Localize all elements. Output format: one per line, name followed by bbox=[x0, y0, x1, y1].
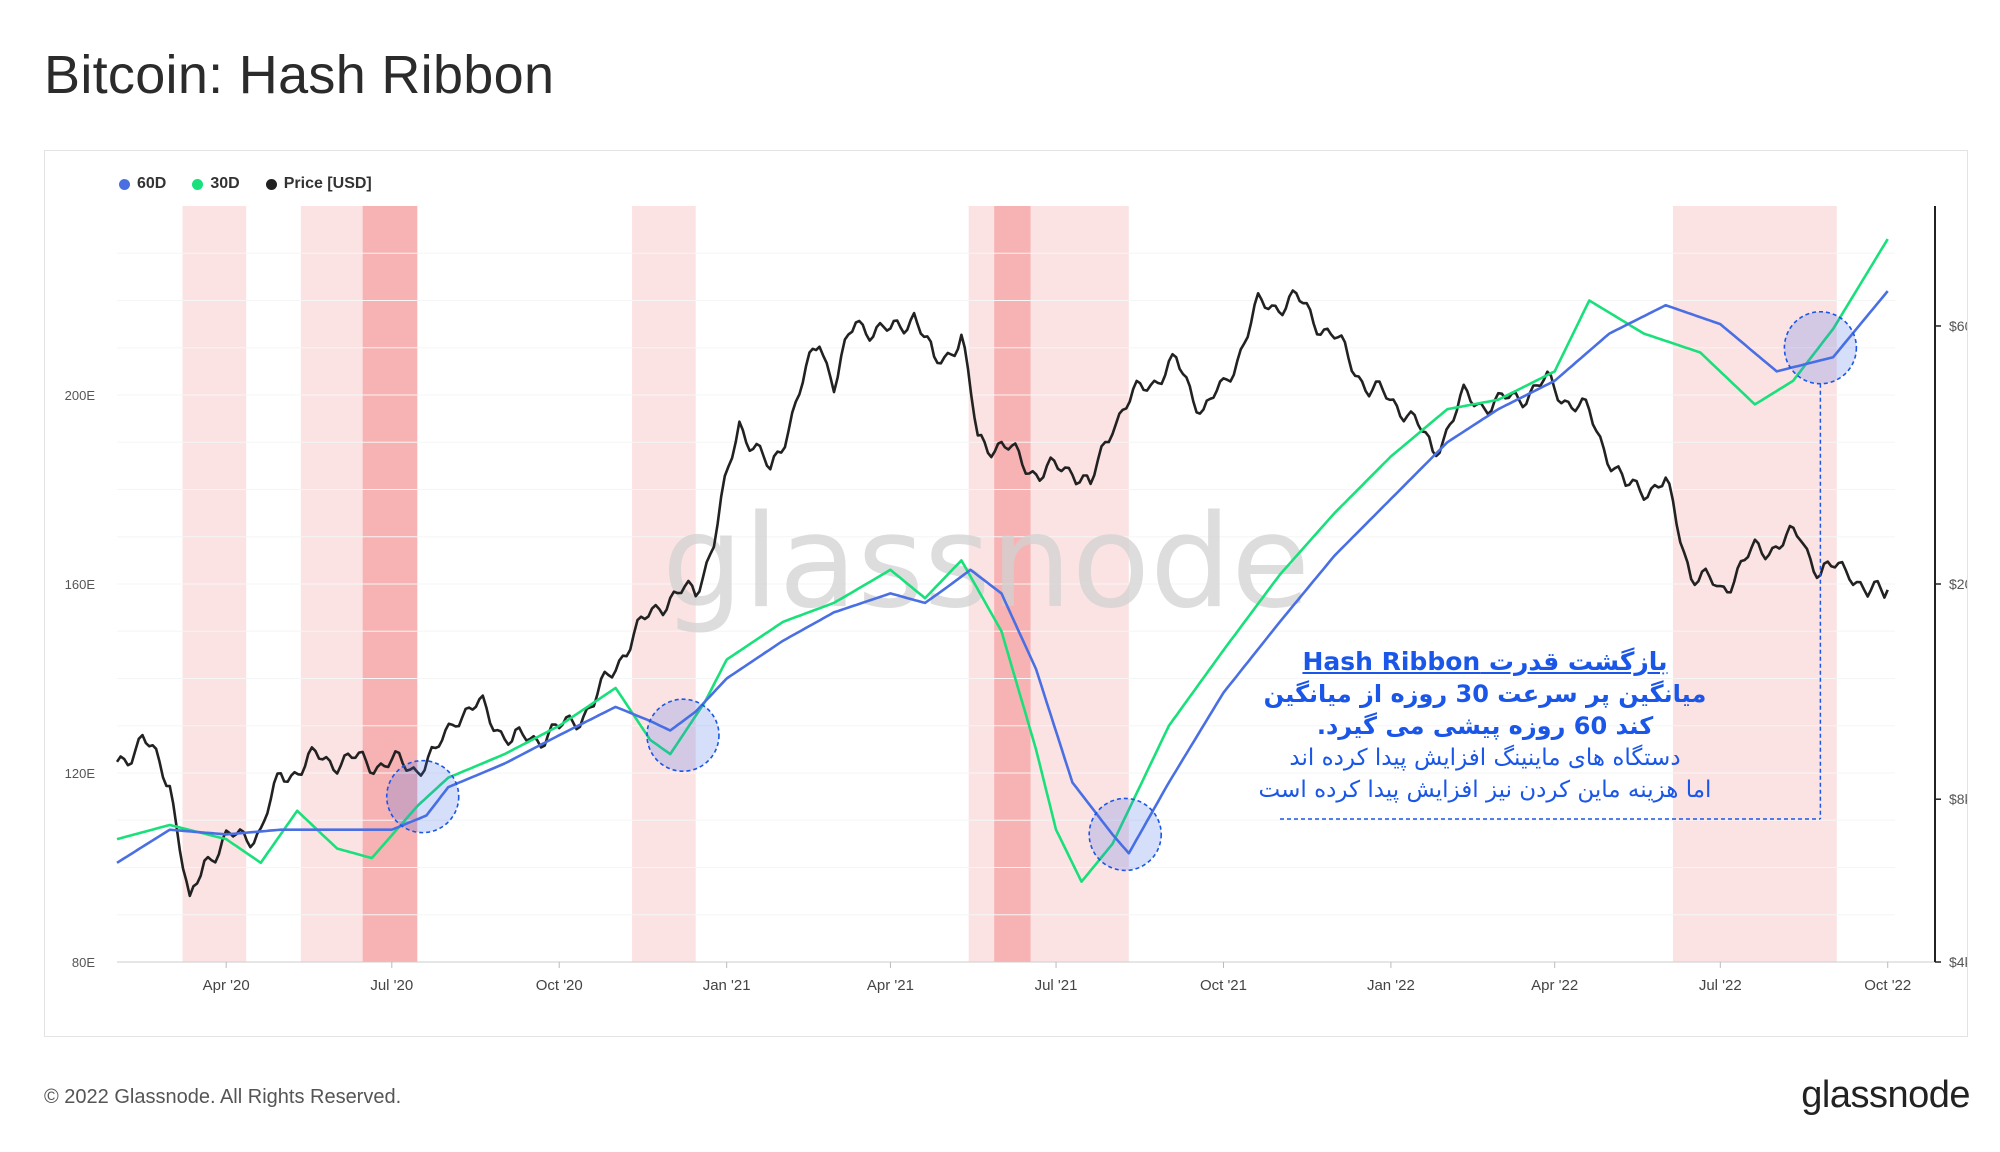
legend-dot bbox=[192, 178, 204, 190]
watermark: glassnode bbox=[662, 488, 1310, 637]
crossover-marker bbox=[385, 759, 460, 834]
x-tick-label: Oct '22 bbox=[1864, 977, 1911, 994]
y-right-tick-label: $4k bbox=[1949, 954, 1967, 970]
y-left-tick-label: 80E bbox=[72, 955, 95, 970]
annotation-line-1: میانگین پر سرعت 30 روزه از میانگین bbox=[1263, 680, 1707, 708]
chart-card: 60D 30D Price [USD] glassnode 80E 120E 160E 20… bbox=[44, 150, 1968, 1037]
x-tick-label: Jan '22 bbox=[1367, 977, 1415, 994]
legend-label: Price [USD] bbox=[283, 175, 372, 192]
legend-label: 30D bbox=[210, 175, 240, 192]
x-tick-label: Apr '22 bbox=[1531, 977, 1578, 994]
annotation: بازگشت قدرت Hash Ribbon میانگین پر سرعت … bbox=[1225, 646, 1745, 806]
annotation-line-2: کند 60 روزه پیشی می گیرد. bbox=[1316, 712, 1654, 740]
copyright: © 2022 Glassnode. All Rights Reserved. bbox=[44, 1086, 402, 1108]
legend-label: 60D bbox=[137, 175, 167, 192]
60d-line bbox=[116, 290, 1889, 864]
x-tick-label: Jul '22 bbox=[1699, 977, 1742, 994]
crossover-marker bbox=[1783, 310, 1858, 385]
x-tick-label: Apr '21 bbox=[867, 977, 914, 994]
legend-dot bbox=[265, 178, 277, 190]
30d-line bbox=[116, 238, 1889, 883]
y-left-tick-label: 160E bbox=[65, 577, 96, 592]
x-tick-label: Oct '20 bbox=[536, 977, 583, 994]
legend-item[interactable]: 60D bbox=[119, 175, 166, 193]
legend-dot bbox=[119, 178, 130, 190]
legend-item[interactable]: Price [USD] bbox=[265, 175, 372, 193]
glassnode-logo: glassnode bbox=[1801, 1074, 1970, 1116]
annotation-line-4: اما هزینه ماین کردن نیز افزایش پیدا کرده… bbox=[1258, 777, 1712, 803]
x-tick-label: Jul '20 bbox=[370, 977, 413, 994]
crossover-marker bbox=[1088, 797, 1163, 872]
y-left-tick-label: 120E bbox=[65, 766, 96, 781]
price-line bbox=[115, 289, 1889, 898]
crossover-marker bbox=[646, 698, 720, 773]
x-tick-label: Jul '21 bbox=[1035, 977, 1078, 994]
annotation-line-3: دستگاه های ماینینگ افزایش پیدا کرده اند bbox=[1289, 745, 1681, 771]
page-title: Bitcoin: Hash Ribbon bbox=[44, 45, 555, 105]
annotation-heading: بازگشت قدرت Hash Ribbon bbox=[1302, 647, 1668, 676]
x-tick-label: Apr '20 bbox=[203, 977, 250, 994]
x-tick-label: Jan '21 bbox=[703, 977, 751, 994]
x-tick-label: Oct '21 bbox=[1200, 977, 1247, 994]
hash-ribbon-chart: glassnode 80E 120E 160E 200E $4k $8k $20k $60k Ap… bbox=[65, 206, 1967, 994]
y-right-tick-label: $20k bbox=[1949, 576, 1967, 592]
legend-item[interactable]: 30D bbox=[192, 175, 240, 193]
y-left-tick-label: 200E bbox=[65, 388, 96, 403]
y-right-tick-label: $60k bbox=[1949, 318, 1967, 334]
y-right-tick-label: $8k bbox=[1949, 791, 1967, 807]
legend: 60D 30D Price [USD] bbox=[119, 175, 372, 193]
